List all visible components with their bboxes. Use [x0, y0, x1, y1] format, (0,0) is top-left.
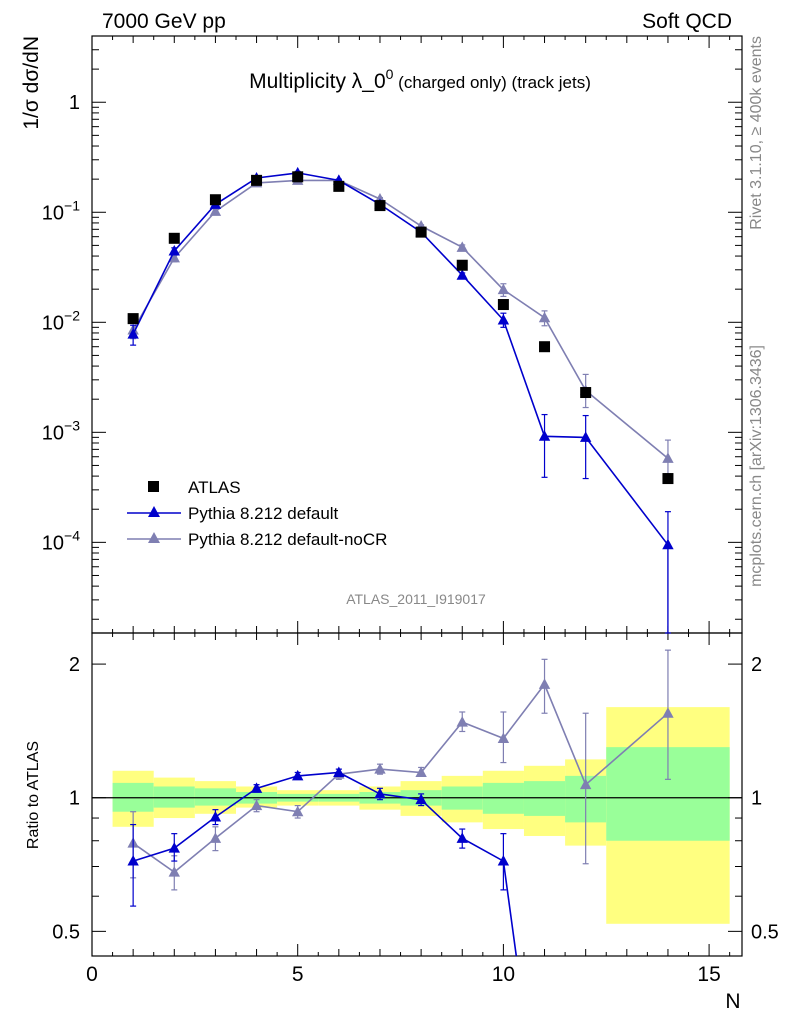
main-y-tick-label: 10−1: [42, 197, 80, 224]
main-point-pythia-nocr: [168, 251, 180, 263]
tick-base: 10: [42, 422, 64, 444]
main-point-pythia-nocr: [497, 283, 510, 295]
ratio-point-pythia-default: [127, 855, 139, 866]
tick-base: 10: [42, 312, 64, 334]
tick-base: 10: [42, 202, 64, 224]
analysis-watermark: ATLAS_2011_I919017: [346, 591, 486, 607]
legend-marker-atlas: [148, 481, 159, 492]
main-point-atlas: [497, 299, 509, 311]
ratio-y-tick-label-right: 2: [751, 654, 762, 676]
tick-exponent: −4: [64, 527, 80, 543]
ratio-point-pythia-default: [168, 842, 180, 853]
ratio-plot-frame: [91, 632, 743, 957]
main-y-tick-label: 1: [69, 92, 80, 114]
ratio-point-pythia-nocr: [209, 832, 222, 843]
ratio-point-pythia-nocr: [250, 799, 263, 811]
main-point-atlas: [333, 180, 345, 192]
main-point-pythia-nocr: [662, 452, 674, 463]
ratio-point-pythia-default: [209, 810, 222, 822]
ratio-y-tick-label-right: 0.5: [751, 921, 779, 943]
mcplots-label: mcplots.cern.ch [arXiv:1306.3436]: [748, 345, 765, 587]
ratio-series-layer: [127, 649, 674, 957]
ratio-point-pythia-nocr: [538, 678, 551, 689]
main-title-rest: (charged only) (track jets): [393, 73, 590, 92]
main-plot-title: Multiplicity λ_00 (charged only) (track …: [249, 66, 591, 93]
ratio-point-pythia-nocr: [497, 732, 510, 743]
ratio-point-pythia-default: [291, 769, 304, 781]
ratio-point-pythia-nocr: [579, 778, 592, 790]
main-point-pythia-nocr: [209, 205, 222, 216]
main-y-tick-label: 10−2: [42, 307, 80, 334]
band-inner-9: [482, 782, 524, 814]
main-point-atlas: [539, 341, 551, 353]
x-tick-label: 5: [292, 963, 304, 986]
ratio-point-pythia-default: [250, 782, 263, 793]
ratio-point-pythia-default: [333, 766, 345, 777]
main-line-pythia-nocr: [132, 179, 669, 460]
ratio-y-axis-label: Ratio to ATLAS: [25, 741, 42, 849]
ratio-point-pythia-nocr: [415, 766, 427, 777]
main-y-axis-label: 1/σ dσ/dN: [20, 36, 43, 130]
ratio-point-pythia-nocr: [374, 763, 386, 774]
legend-marker-pythia-nocr: [148, 532, 160, 543]
legend-label-pythia-default: Pythia 8.212 default: [188, 504, 339, 523]
ratio-point-pythia-default: [497, 855, 510, 866]
main-point-atlas: [580, 387, 592, 399]
legend: ATLAS Pythia 8.212 default Pythia 8.212 …: [127, 478, 387, 549]
main-point-atlas: [251, 174, 263, 186]
x-tick-label: 10: [492, 963, 515, 986]
main-point-pythia-nocr: [538, 311, 551, 323]
ratio-point-pythia-default: [415, 793, 427, 805]
rivet-version-label: Rivet 3.1.10, ≥ 400k events: [748, 36, 765, 230]
band-inner-10: [523, 781, 566, 816]
main-point-pythia-default: [456, 269, 468, 280]
ratio-point-pythia-nocr: [291, 805, 304, 817]
ratio-x-axis-label: N: [725, 990, 740, 1013]
main-point-atlas: [456, 259, 468, 271]
main-y-tick-label: 10−4: [42, 527, 80, 554]
ratio-point-pythia-nocr: [456, 716, 468, 727]
ratio-y-tick-label: 1: [69, 788, 80, 810]
main-point-pythia-default: [662, 538, 674, 550]
main-point-pythia-default: [497, 313, 510, 325]
main-point-pythia-nocr: [456, 241, 468, 252]
tick-exponent: −2: [64, 307, 80, 323]
main-title-text: Multiplicity λ_0: [249, 70, 386, 93]
main-point-atlas: [127, 313, 139, 325]
x-tick-label: 0: [86, 963, 98, 986]
tick-exponent: −1: [64, 197, 80, 213]
main-point-atlas: [209, 194, 221, 206]
x-tick-label: 15: [697, 963, 720, 986]
tick-exponent: −3: [64, 417, 80, 433]
ratio-point-pythia-nocr: [662, 707, 674, 718]
tick-base: 10: [42, 532, 64, 554]
main-point-pythia-default: [168, 244, 180, 256]
main-point-atlas: [415, 226, 427, 238]
legend-label-pythia-nocr: Pythia 8.212 default-noCR: [188, 530, 387, 549]
ratio-point-pythia-default: [374, 787, 386, 799]
legend-marker-pythia-default: [148, 506, 160, 517]
main-title-sup: 0: [386, 66, 394, 82]
ratio-y-tick-label: 2: [69, 654, 80, 676]
ratio-y-tick-label: 0.5: [52, 921, 80, 943]
main-point-pythia-default: [127, 328, 139, 339]
main-y-tick-label: 10−3: [42, 417, 80, 444]
main-point-pythia-default: [538, 430, 551, 441]
main-point-atlas: [662, 473, 674, 485]
ratio-point-pythia-nocr: [168, 866, 180, 877]
header-category-label: Soft QCD: [642, 10, 732, 33]
ratio-y-tick-label-right: 1: [751, 788, 762, 810]
header-energy-label: 7000 GeV pp: [102, 10, 226, 33]
ratio-point-pythia-default: [456, 832, 468, 843]
main-point-atlas: [374, 200, 386, 212]
band-inner-1: [153, 786, 195, 808]
legend-label-atlas: ATLAS: [188, 478, 241, 497]
main-series-layer: [127, 166, 674, 634]
band-inner-2: [194, 788, 236, 806]
main-point-atlas: [168, 232, 180, 244]
main-point-atlas: [292, 171, 304, 183]
main-point-pythia-default: [579, 431, 592, 442]
